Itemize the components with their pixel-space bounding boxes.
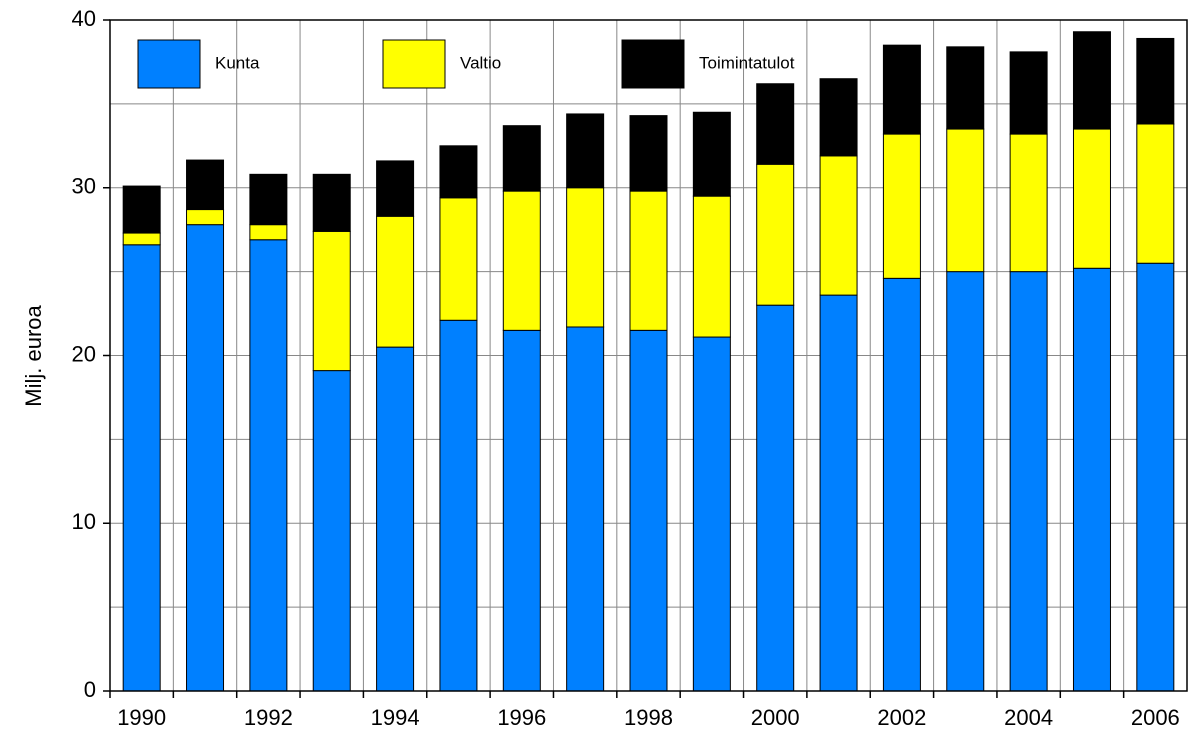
bar-segment (882, 277, 921, 692)
bar-segment (1136, 37, 1175, 125)
bar-segment (566, 113, 605, 189)
bar-segment (692, 336, 731, 692)
bar-segment (122, 244, 161, 692)
bar-segment (566, 326, 605, 692)
bar-segment (439, 197, 478, 321)
bar-segment (186, 159, 225, 211)
bar-segment (629, 329, 668, 692)
plot-border (109, 19, 1188, 692)
bar-segment (629, 115, 668, 192)
bar-segment (122, 185, 161, 234)
bar-segment (756, 163, 795, 306)
bar-segment (946, 128, 985, 273)
bar-segment (819, 155, 858, 296)
bar-segment (1072, 128, 1111, 269)
y-tick-label: 20 (72, 341, 96, 366)
x-tick-label: 2002 (877, 705, 926, 730)
bar-segment (819, 78, 858, 157)
bar-segment (882, 133, 921, 279)
bar-segment (1136, 123, 1175, 264)
x-tick-label: 1996 (497, 705, 546, 730)
y-tick-label: 40 (72, 6, 96, 31)
y-tick-label: 10 (72, 509, 96, 534)
bar-segment (566, 187, 605, 328)
x-tick-label: 1990 (117, 705, 166, 730)
bar-segment (312, 173, 351, 232)
legend-swatch (382, 39, 446, 89)
x-tick-label: 2006 (1131, 705, 1180, 730)
bar-segment (502, 125, 541, 192)
bar-segment (249, 224, 288, 241)
x-tick-label: 1998 (624, 705, 673, 730)
bar-segment (249, 173, 288, 226)
bar-segment (946, 271, 985, 692)
bar-segment (882, 44, 921, 135)
legend-label: Valtio (460, 53, 501, 72)
bar-segment (376, 346, 415, 692)
x-tick-label: 1992 (244, 705, 293, 730)
bar-segment (186, 209, 225, 226)
bar-segment (692, 111, 731, 197)
bar-segment (439, 145, 478, 199)
bar-segment (186, 224, 225, 692)
bar-segment (1072, 267, 1111, 692)
bar-segment (439, 319, 478, 692)
legend-label: Kunta (215, 53, 260, 72)
x-tick-label: 2000 (751, 705, 800, 730)
x-tick-label: 2004 (1004, 705, 1053, 730)
bar-segment (1009, 133, 1048, 273)
bar-segment (122, 232, 161, 246)
bar-segment (312, 230, 351, 372)
bar-segment (502, 190, 541, 331)
y-axis-label: Milj. euroa (21, 304, 46, 406)
bar-segment (249, 239, 288, 692)
bar-segment (1009, 271, 1048, 692)
bar-segment (1072, 31, 1111, 130)
bar-segment (502, 329, 541, 692)
bar-segment (819, 294, 858, 692)
bar-segment (1009, 51, 1048, 135)
legend-label: Toimintatulot (699, 53, 795, 72)
legend-swatch (137, 39, 201, 89)
y-tick-label: 0 (84, 677, 96, 702)
y-tick-label: 30 (72, 174, 96, 199)
bar-segment (312, 370, 351, 692)
bar-segment (376, 160, 415, 217)
bar-segment (629, 190, 668, 331)
bar-segment (756, 83, 795, 165)
bar-segment (1136, 262, 1175, 692)
bar-segment (376, 215, 415, 348)
bar-segment (946, 46, 985, 130)
bar-segment (692, 195, 731, 338)
x-tick-label: 1994 (371, 705, 420, 730)
bar-segment (756, 304, 795, 692)
legend-swatch (621, 39, 685, 89)
